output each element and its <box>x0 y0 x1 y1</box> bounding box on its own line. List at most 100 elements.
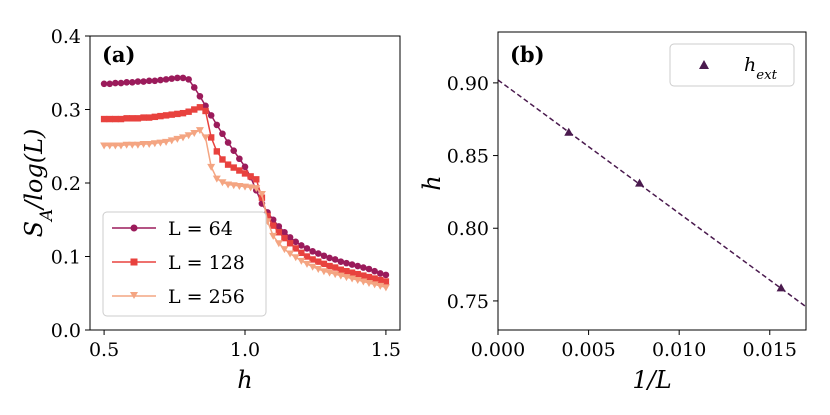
panel-b-ylabel: h <box>418 175 446 190</box>
data-point <box>275 223 283 230</box>
data-point <box>157 112 164 120</box>
data-point <box>253 176 260 183</box>
data-point <box>241 170 249 177</box>
data-point <box>343 259 350 267</box>
data-point <box>179 109 187 117</box>
data-point <box>314 265 323 273</box>
legend-marker-l256 <box>130 292 138 299</box>
data-point <box>241 163 249 171</box>
data-point <box>128 79 136 86</box>
panel-b-ticks: 0.000 0.005 0.010 0.015 0.75 0.80 0.85 0.90 <box>447 73 797 361</box>
data-point <box>229 182 238 190</box>
data-point <box>564 127 574 136</box>
data-point <box>360 264 367 271</box>
y-tick-label: 0.80 <box>447 218 489 240</box>
legend-marker-l128 <box>130 258 138 266</box>
data-point <box>122 141 131 149</box>
data-point <box>326 254 333 262</box>
data-point <box>246 184 255 192</box>
data-point <box>269 222 277 229</box>
y-tick-label: 0.75 <box>447 291 489 313</box>
data-point <box>145 114 153 121</box>
data-point <box>382 278 390 285</box>
data-point <box>106 80 114 88</box>
panel-a-ylabel: SA/log(L) <box>20 129 56 238</box>
data-point <box>139 141 148 149</box>
data-point <box>184 132 193 140</box>
panel-a-xlabel: h <box>237 366 252 394</box>
data-point <box>326 262 333 270</box>
data-point <box>190 130 199 138</box>
data-point <box>337 266 345 273</box>
data-point <box>235 182 244 190</box>
data-point <box>275 229 283 236</box>
data-point <box>195 127 204 135</box>
data-point <box>303 253 311 260</box>
data-point <box>100 80 108 88</box>
data-point <box>224 181 233 189</box>
data-point <box>202 102 209 110</box>
data-point <box>117 142 125 150</box>
y-tick-label: 0.0 <box>51 320 81 342</box>
data-point <box>173 135 182 143</box>
data-point <box>308 263 317 271</box>
data-point <box>371 267 378 275</box>
data-point <box>100 115 108 123</box>
x-tick-label: 0.010 <box>652 339 706 361</box>
data-point <box>105 142 114 150</box>
data-point <box>371 275 378 282</box>
x-tick-label: 0.015 <box>743 339 797 361</box>
panel-b-xlabel: 1/L <box>632 366 671 394</box>
data-point <box>112 115 119 123</box>
data-point <box>207 163 216 171</box>
data-point <box>314 250 322 257</box>
data-point <box>111 142 120 150</box>
data-point <box>303 245 311 252</box>
y-tick-label: 0.1 <box>51 247 81 269</box>
data-point <box>381 284 390 292</box>
data-point <box>320 252 328 260</box>
data-point <box>174 74 181 82</box>
legend-marker-l64 <box>130 224 138 232</box>
x-tick-label: 1.5 <box>371 339 401 361</box>
x-tick-label: 0.005 <box>561 339 615 361</box>
data-point <box>150 140 159 148</box>
x-tick-label: 0.5 <box>89 339 119 361</box>
data-point <box>224 139 232 146</box>
data-point <box>162 138 171 146</box>
data-point <box>185 76 192 83</box>
data-point <box>145 141 154 149</box>
y-tick-label: 0.2 <box>51 173 81 195</box>
panel-b-frame <box>497 31 807 331</box>
data-point <box>292 238 300 246</box>
panel-b-data <box>497 79 807 308</box>
data-point <box>252 185 261 193</box>
series-l128 <box>100 104 390 285</box>
data-point <box>117 79 125 87</box>
data-point <box>309 248 316 255</box>
legend-label-hext: hext <box>744 54 778 83</box>
data-point <box>185 108 192 115</box>
data-point <box>286 250 295 258</box>
data-point <box>213 148 221 155</box>
data-point <box>174 110 181 118</box>
data-point <box>106 115 113 123</box>
data-point <box>156 139 165 147</box>
data-point <box>297 257 306 265</box>
legend-label-l128: L = 128 <box>168 252 245 274</box>
legend-label-l64: L = 64 <box>168 218 233 240</box>
data-point <box>145 77 153 85</box>
data-point <box>360 272 367 279</box>
data-point <box>635 178 645 187</box>
data-point <box>348 261 356 268</box>
data-point <box>151 113 159 121</box>
data-point <box>162 112 170 119</box>
data-point <box>179 74 187 82</box>
data-point <box>117 115 125 123</box>
data-point <box>201 134 210 142</box>
data-point <box>196 104 204 111</box>
y-tick-label: 0.85 <box>447 146 489 168</box>
data-point <box>286 240 294 247</box>
legend-box <box>102 211 267 317</box>
